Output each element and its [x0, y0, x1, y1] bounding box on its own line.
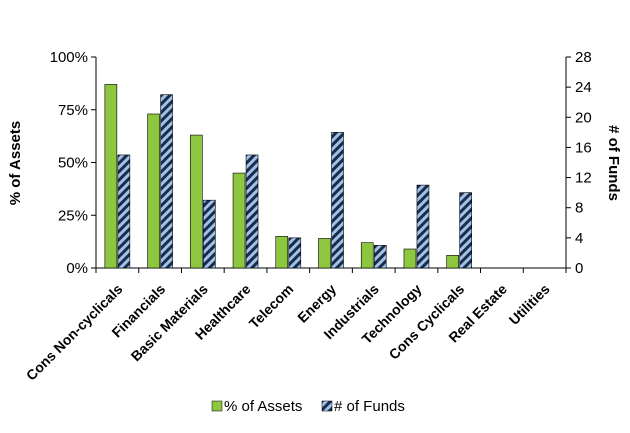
y2-axis-title: # of Funds	[605, 125, 622, 201]
y2-tick-label: 8	[575, 200, 583, 217]
legend-swatch-funds	[321, 400, 333, 412]
legend-label-funds: # of Funds	[334, 398, 405, 415]
bar-funds	[160, 94, 173, 269]
bar-assets	[446, 255, 459, 269]
bar-funds	[373, 245, 387, 269]
bar-assets	[104, 84, 118, 269]
bar-assets	[232, 172, 246, 269]
y2-tick-label: 0	[575, 260, 583, 277]
bar-assets	[318, 238, 331, 269]
bar-funds	[288, 237, 302, 269]
y-tick-label: 25%	[58, 207, 88, 224]
bar-assets	[403, 248, 417, 269]
y2-tick-label: 28	[575, 49, 592, 66]
y2-tick-label: 4	[575, 230, 583, 247]
bar-assets	[190, 134, 203, 269]
y-tick-label: 100%	[50, 49, 88, 66]
x-tick-label: Utilities	[506, 281, 553, 328]
bar-funds	[416, 184, 430, 269]
x-tick-label: Basic Materials	[128, 281, 212, 365]
bar-funds	[331, 132, 344, 269]
bar-funds	[203, 199, 216, 269]
y-tick-label: 75%	[58, 102, 88, 119]
bar-funds	[117, 154, 131, 269]
y2-tick-label: 20	[575, 109, 592, 126]
bar-assets	[360, 242, 374, 269]
y-tick-label: 0%	[66, 260, 88, 277]
y2-tick-label: 16	[575, 139, 592, 156]
bar-funds	[459, 192, 472, 269]
y2-tick-label: 24	[575, 79, 592, 96]
x-tick-label: Cons Cyclicals	[386, 281, 468, 363]
y-tick-label: 50%	[58, 155, 88, 172]
bar-funds	[245, 154, 259, 269]
legend: % of Assets # of Funds	[211, 398, 405, 415]
x-tick-label: Telecom	[246, 281, 297, 332]
bar-assets	[275, 236, 289, 269]
bar-assets	[147, 113, 160, 269]
y2-tick-label: 12	[575, 170, 592, 187]
legend-label-assets: % of Assets	[224, 398, 302, 415]
y-axis-title: % of Assets	[7, 121, 24, 205]
legend-swatch-assets	[211, 400, 223, 412]
